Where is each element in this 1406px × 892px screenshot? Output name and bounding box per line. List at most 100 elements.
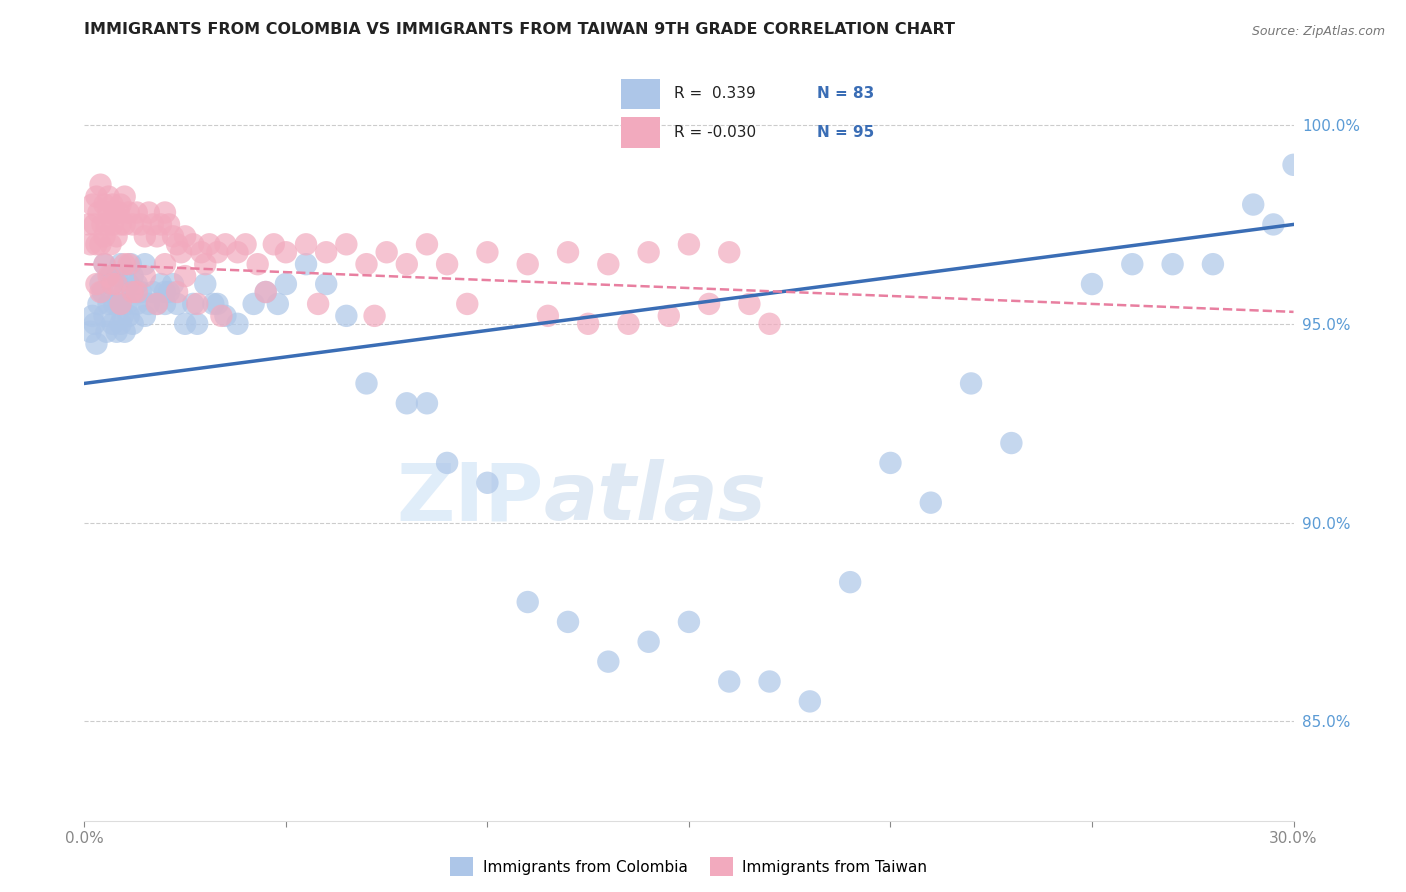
Point (97, 205, 120, 219)
Point (174, 229, 197, 244)
Point (93, 309, 115, 323)
Point (214, 309, 236, 323)
Point (157, 285, 180, 299)
Point (101, 277, 124, 291)
Point (395, 396, 418, 410)
Point (190, 245, 212, 260)
Point (114, 325, 136, 339)
Point (86, 277, 108, 291)
Point (134, 309, 156, 323)
Point (166, 237, 188, 252)
Point (153, 297, 176, 311)
Point (416, 396, 439, 410)
Point (315, 245, 337, 260)
Point (77, 218, 100, 232)
Point (697, 297, 720, 311)
FancyBboxPatch shape (620, 79, 659, 110)
Point (375, 245, 398, 260)
Point (416, 237, 439, 252)
Point (153, 257, 176, 271)
Point (93, 197, 115, 211)
Point (97, 269, 120, 284)
Point (198, 237, 221, 252)
Point (110, 257, 132, 271)
Point (678, 615, 700, 629)
Point (637, 245, 659, 260)
Point (1081, 277, 1104, 291)
Point (79, 325, 101, 339)
Point (110, 218, 132, 232)
Point (142, 285, 165, 299)
Point (436, 456, 458, 470)
Point (170, 245, 193, 260)
Point (226, 245, 249, 260)
Point (105, 269, 128, 284)
Text: R = -0.030: R = -0.030 (673, 125, 755, 140)
Point (879, 456, 901, 470)
Point (166, 297, 188, 311)
Point (82, 197, 104, 211)
Point (96, 218, 118, 232)
Point (146, 297, 169, 311)
Point (356, 376, 378, 391)
Point (436, 257, 458, 271)
Text: ZIP: ZIP (396, 459, 544, 538)
Point (129, 218, 152, 232)
Point (114, 257, 136, 271)
Point (134, 229, 156, 244)
Point (114, 189, 136, 203)
Point (87, 297, 110, 311)
FancyBboxPatch shape (620, 117, 659, 147)
Point (758, 674, 780, 689)
Point (125, 205, 148, 219)
Point (121, 285, 143, 299)
Text: N = 83: N = 83 (817, 86, 875, 101)
Point (274, 245, 297, 260)
Point (1202, 257, 1225, 271)
Point (91, 285, 114, 299)
Point (125, 285, 148, 299)
Point (153, 285, 176, 299)
Point (226, 317, 249, 331)
Point (101, 277, 124, 291)
Point (209, 309, 232, 323)
Legend: Immigrants from Colombia, Immigrants from Taiwan: Immigrants from Colombia, Immigrants fro… (444, 851, 934, 882)
Point (202, 297, 225, 311)
Point (138, 205, 160, 219)
Point (146, 297, 169, 311)
Point (96, 325, 118, 339)
Point (1000, 436, 1022, 450)
Point (153, 205, 176, 219)
Point (477, 245, 499, 260)
Point (516, 595, 538, 609)
Point (295, 257, 318, 271)
Point (363, 309, 385, 323)
Point (134, 269, 156, 284)
Point (142, 218, 165, 232)
Point (738, 297, 761, 311)
Point (162, 229, 184, 244)
Point (246, 257, 269, 271)
Point (516, 257, 538, 271)
Point (120, 257, 142, 271)
Point (267, 297, 290, 311)
Point (93, 229, 115, 244)
Point (101, 197, 124, 211)
Point (839, 575, 862, 590)
Point (100, 269, 122, 284)
Point (181, 297, 204, 311)
Point (86, 336, 108, 351)
Point (82, 309, 104, 323)
Point (576, 317, 599, 331)
Point (174, 269, 197, 284)
Point (79, 237, 101, 252)
Point (149, 218, 172, 232)
Text: IMMIGRANTS FROM COLOMBIA VS IMMIGRANTS FROM TAIWAN 9TH GRADE CORRELATION CHART: IMMIGRANTS FROM COLOMBIA VS IMMIGRANTS F… (84, 22, 955, 37)
Point (718, 674, 741, 689)
Point (356, 257, 378, 271)
Point (335, 309, 357, 323)
Point (181, 237, 204, 252)
Point (129, 285, 152, 299)
Point (598, 257, 620, 271)
Point (89, 178, 111, 192)
